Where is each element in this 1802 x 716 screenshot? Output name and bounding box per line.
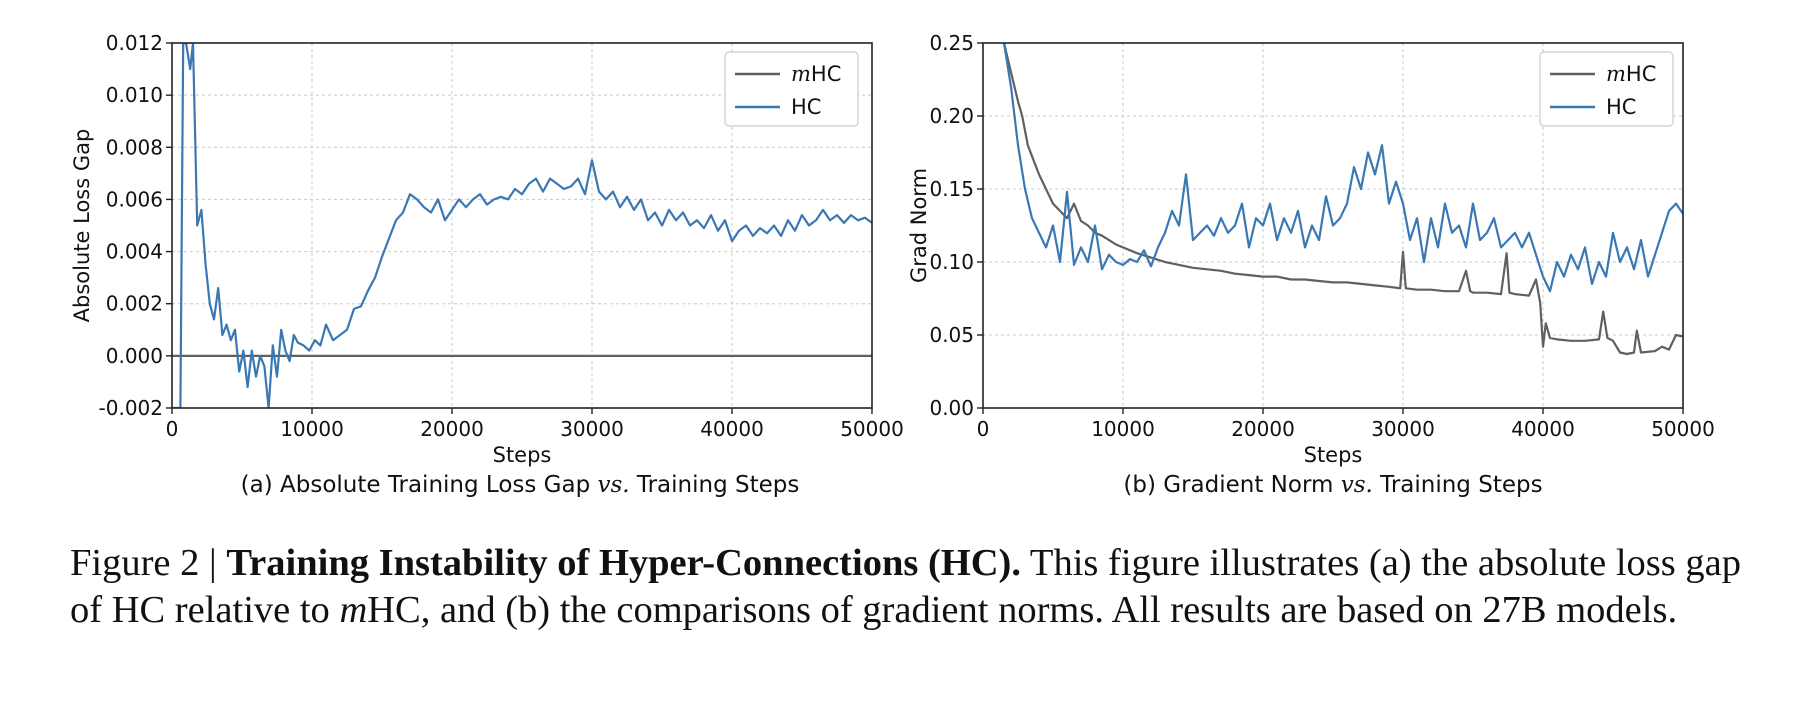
subplot-caption: (a) Absolute Training Loss Gap vs. Train…: [241, 472, 800, 498]
y-tick-label: 0.05: [929, 323, 974, 347]
series-line-HC: [172, 43, 872, 408]
x-tick-label: 50000: [840, 417, 904, 441]
plot-frame: [982, 42, 1684, 409]
x-tick-label: 30000: [560, 417, 624, 441]
x-tick-label: 30000: [1371, 417, 1435, 441]
subplot-caption-before: (a) Absolute Training Loss Gap: [241, 472, 598, 498]
legend-label-rest: HC: [811, 62, 841, 86]
figure-label: Figure 2 |: [70, 542, 227, 584]
legend-label-HC: HC: [791, 95, 821, 119]
x-tick-label: 50000: [1651, 417, 1715, 441]
figure-caption: Figure 2 | Training Instability of Hyper…: [70, 540, 1750, 634]
x-tick-label: 10000: [1091, 417, 1155, 441]
series-line-mHC: [1002, 43, 1683, 356]
y-tick-label: 0.25: [929, 31, 974, 55]
subplot-caption-after: Training Steps: [1373, 472, 1543, 498]
y-tick-label: 0.002: [106, 292, 163, 316]
y-tick-label: 0.15: [929, 177, 974, 201]
subplot-caption: (b) Gradient Norm vs. Training Steps: [1123, 472, 1542, 498]
y-tick-label: 0.00: [929, 396, 974, 420]
subplot-caption-after: Training Steps: [630, 472, 800, 498]
legend-label-rest: HC: [1626, 62, 1656, 86]
x-tick-label: 20000: [1231, 417, 1295, 441]
plot-frame: [171, 42, 873, 409]
y-tick-label: 0.20: [929, 104, 974, 128]
legend-label-m: m: [1606, 62, 1626, 86]
figure-charts: 0 10000 20000 30000 40000 50000-0.0020.0000.0…: [70, 31, 1715, 498]
legend-label-mHC: mHC: [791, 62, 841, 86]
x-tick-label: 0: [166, 417, 179, 441]
y-axis-label: Absolute Loss Gap: [70, 129, 94, 323]
legend-label-HC: HC: [1606, 95, 1636, 119]
legend-label-mHC: mHC: [1606, 62, 1656, 86]
caption-m-italic: m: [339, 589, 368, 631]
y-tick-label: 0.008: [106, 135, 163, 159]
y-tick-label: 0.012: [106, 31, 163, 55]
series-line-HC: [1002, 43, 1683, 293]
caption-text-2: HC, and (b) the comparisons of gradient …: [367, 589, 1678, 631]
x-tick-label: 40000: [700, 417, 764, 441]
y-tick-label: 0.000: [106, 344, 163, 368]
y-tick-label: 0.004: [106, 240, 163, 264]
subplot-caption-vs: vs.: [1341, 472, 1373, 498]
chart-a: 0 10000 20000 30000 40000 50000 -0.002 0.000 0.0…: [70, 31, 904, 498]
y-tick-label: 0.006: [106, 187, 163, 211]
subplot-caption-vs: vs.: [598, 472, 630, 498]
y-tick-label: -0.002: [99, 396, 163, 420]
caption-text-1: This figure illustrates (a) the absolute…: [70, 542, 1741, 631]
y-axis-label: Grad Norm: [907, 168, 931, 283]
legend-label-m: m: [791, 62, 811, 86]
chart-b: 0 10000 20000 30000 40000 50000 0.00 0.05 0.10 0.…: [907, 31, 1715, 498]
x-tick-label: 10000: [280, 417, 344, 441]
y-tick-label: 0.10: [929, 250, 974, 274]
x-tick-label: 0: [977, 417, 990, 441]
x-axis-label: Steps: [493, 443, 552, 467]
figure-title: Training Instability of Hyper-Connection…: [226, 542, 1021, 584]
subplot-caption-before: (b) Gradient Norm: [1123, 472, 1340, 498]
x-tick-label: 40000: [1511, 417, 1575, 441]
x-axis-label: Steps: [1304, 443, 1363, 467]
x-tick-label: 20000: [420, 417, 484, 441]
y-tick-label: 0.010: [106, 83, 163, 107]
